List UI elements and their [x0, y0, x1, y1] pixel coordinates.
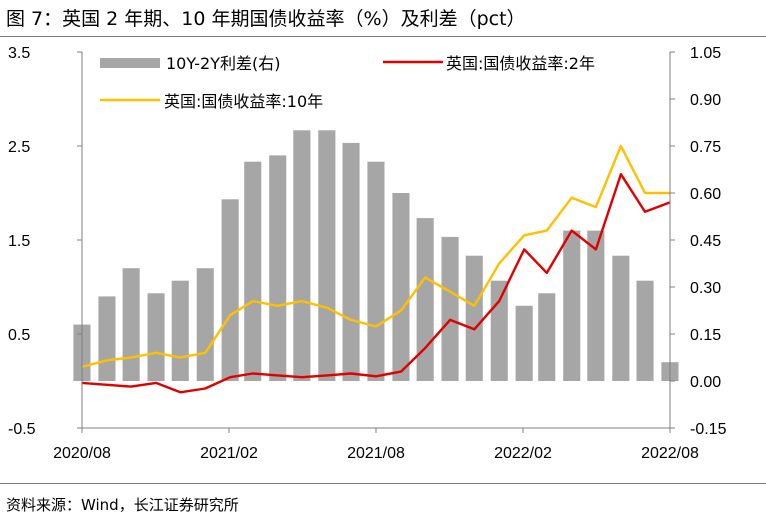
spread-bar — [293, 130, 311, 381]
y-right-tick-label: -0.15 — [690, 421, 727, 438]
spread-bar — [587, 230, 605, 381]
spread-bar — [515, 305, 533, 381]
y-right-tick-label: 0.30 — [690, 280, 721, 297]
spread-bar — [196, 268, 214, 381]
spread-bar — [612, 255, 630, 381]
y-left-tick-label: -0.5 — [8, 421, 36, 438]
yield-chart: 3.5 2.5 1.5 0.5 -0.5 1.05 0.90 0.75 0.60 0.45 0.30… — [8, 45, 727, 462]
y-left-tick-label: 0.5 — [8, 327, 30, 344]
spread-bars — [73, 130, 679, 381]
y-left-tick-label: 3.5 — [8, 45, 30, 62]
spread-bar — [367, 161, 385, 381]
spread-bar — [465, 255, 483, 381]
legend-label-10y: 英国:国债收益率:10年 — [164, 92, 323, 111]
chart-title: 图 7：英国 2 年期、10 年期国债收益率（%）及利差（pct） — [6, 8, 526, 30]
y-right-tick-label: 0.00 — [690, 374, 721, 391]
spread-bar — [221, 199, 239, 381]
spread-bar — [416, 218, 434, 381]
y-right-tick-label: 0.75 — [690, 139, 721, 156]
yield-lines — [81, 144, 671, 394]
spread-bar — [490, 280, 508, 381]
y-left-tick-label: 2.5 — [8, 139, 30, 156]
y-right-tick-label: 0.60 — [690, 186, 721, 203]
top-rule — [0, 36, 766, 37]
spread-bar — [269, 155, 287, 381]
y-right-tick-label: 0.15 — [690, 327, 721, 344]
spread-bar — [392, 193, 410, 381]
spread-bar — [122, 268, 140, 381]
spread-bar — [147, 293, 165, 381]
x-tick-label: 2021/08 — [347, 445, 405, 462]
spread-bar — [244, 161, 262, 381]
spread-bar — [563, 230, 581, 381]
spread-bar — [441, 236, 459, 381]
y-right-tick-label: 0.90 — [690, 92, 721, 109]
spread-bar — [98, 296, 116, 381]
y-left-tick-label: 1.5 — [8, 233, 30, 250]
spread-bar — [171, 280, 189, 381]
chart-axes: 3.5 2.5 1.5 0.5 -0.5 1.05 0.90 0.75 0.60 0.45 0.30… — [8, 45, 727, 462]
x-tick-label: 2022/08 — [641, 445, 699, 462]
x-tick-label: 2021/02 — [200, 445, 258, 462]
x-tick-label: 2022/02 — [494, 445, 552, 462]
legend-swatch-spread — [100, 58, 160, 68]
spread-bar — [538, 293, 556, 381]
spread-bar — [636, 280, 654, 381]
bottom-rule — [0, 483, 766, 484]
spread-bar — [342, 142, 360, 381]
legend-label-2y: 英国:国债收益率:2年 — [446, 54, 595, 73]
y-right-tick-label: 0.45 — [690, 233, 721, 250]
legend-label-spread: 10Y-2Y利差(右) — [166, 54, 280, 73]
y-right-tick-label: 1.05 — [690, 45, 721, 62]
x-tick-label: 2020/08 — [53, 445, 111, 462]
source-note: 资料来源：Wind，长江证券研究所 — [6, 496, 239, 514]
line-2y — [81, 172, 671, 394]
spread-bar — [318, 130, 336, 381]
line-10y — [81, 144, 670, 369]
